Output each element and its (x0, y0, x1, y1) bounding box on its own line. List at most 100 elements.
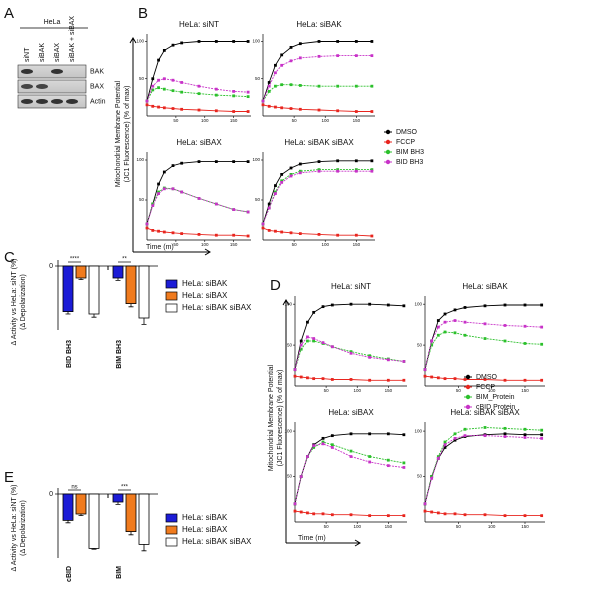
legend-label: BIM BH3 (396, 149, 424, 156)
legend-label: DMSO (396, 129, 418, 136)
band (36, 84, 48, 89)
data-point (321, 436, 325, 440)
data-point (274, 184, 277, 187)
data-point (370, 110, 374, 113)
series-line (262, 160, 372, 225)
data-point (289, 166, 293, 170)
cell-line: HeLa (44, 19, 61, 26)
data-point (453, 377, 457, 381)
series-line (146, 187, 249, 225)
legend-label: HeLa: siBAX (182, 525, 228, 534)
bar (125, 265, 137, 304)
data-point (368, 355, 372, 359)
data-point (354, 233, 358, 237)
data-point (386, 432, 390, 436)
blot-panel: A HeLa siNT siBAK siBAX siBAK + siBAX BA… (4, 5, 106, 109)
data-point (463, 306, 467, 309)
data-point (463, 513, 467, 517)
data-point (503, 435, 507, 438)
category-label: BID BH3 (66, 340, 73, 368)
series-line (262, 41, 372, 102)
y-tick-label: 100 (136, 39, 144, 44)
legend-label: FCCP (396, 139, 415, 146)
x-tick-label: 50 (173, 118, 179, 123)
data-point (246, 210, 250, 214)
data-point (402, 433, 406, 437)
x-tick-label: 150 (230, 118, 238, 123)
subplot-title: HeLa: siNT (179, 20, 219, 29)
data-point (246, 234, 250, 238)
significance-label: ns (71, 485, 77, 491)
data-point (151, 77, 155, 81)
data-point (214, 109, 218, 113)
data-point (306, 455, 309, 458)
data-point (386, 464, 390, 468)
x-axis-label: Time (m) (146, 244, 174, 251)
data-point (317, 40, 321, 43)
data-point (354, 84, 358, 88)
subplot-title: HeLa: siNT (331, 282, 371, 291)
bar (75, 493, 87, 515)
y-tick-label: 0 (49, 491, 53, 498)
data-point (274, 105, 277, 109)
subplot-title: HeLa: siBAK siBAX (450, 408, 520, 417)
y-axis-label: (JC1 Fluorescence) (% of max) (277, 370, 284, 467)
data-point (312, 446, 316, 449)
bar (138, 493, 150, 545)
legend-label: HeLa: siBAK (182, 513, 228, 522)
y-tick-label: 100 (414, 301, 422, 306)
data-point (162, 87, 166, 91)
category-label: BIM (116, 566, 123, 579)
data-point (370, 234, 374, 238)
data-point (171, 89, 175, 93)
data-point (386, 378, 390, 382)
data-point (523, 427, 527, 431)
error-bar (141, 318, 147, 325)
bar (88, 265, 100, 315)
x-tick-label: 100 (353, 388, 361, 393)
panel-letter: D (270, 277, 281, 294)
data-point (312, 512, 316, 516)
data-point (443, 377, 447, 381)
y-axis-label: (Δ Depolarization) (20, 274, 27, 330)
data-point (214, 87, 218, 91)
data-point (317, 160, 321, 163)
error-bar (115, 278, 121, 281)
data-point (349, 351, 353, 355)
y-tick-label: 100 (284, 301, 292, 306)
data-point (430, 339, 434, 343)
data-point (523, 324, 527, 328)
data-point (246, 90, 250, 94)
series-line (146, 227, 249, 237)
data-point (436, 325, 440, 329)
error-bar (115, 502, 121, 505)
data-point (162, 170, 166, 174)
legend-swatch (165, 513, 178, 523)
data-point (540, 428, 544, 432)
x-tick-label: 50 (324, 524, 330, 529)
bar (112, 265, 124, 279)
data-point (453, 436, 457, 440)
data-point (370, 168, 374, 171)
data-point (306, 339, 309, 343)
data-point (157, 182, 160, 186)
y-axis-label: Δ Activity vs HeLa: siNT (%) (11, 484, 18, 571)
series-line (262, 104, 372, 112)
data-point (267, 202, 271, 206)
error-bar (65, 520, 71, 524)
data-point (157, 105, 160, 109)
subplot-title: HeLa: siBAK (462, 282, 508, 291)
data-point (540, 514, 544, 518)
data-point (436, 319, 440, 322)
data-point (483, 322, 487, 326)
data-point (370, 54, 374, 58)
x-tick-label: 100 (321, 242, 329, 247)
subplot-title: HeLa: siBAX (328, 408, 374, 417)
data-point (483, 434, 487, 438)
x-tick-label: 150 (385, 388, 393, 393)
data-point (214, 160, 218, 163)
data-point (368, 432, 372, 436)
y-axis-label: (Δ Depolarization) (20, 500, 27, 556)
x-tick-label: 50 (456, 388, 462, 393)
data-point (197, 160, 201, 163)
